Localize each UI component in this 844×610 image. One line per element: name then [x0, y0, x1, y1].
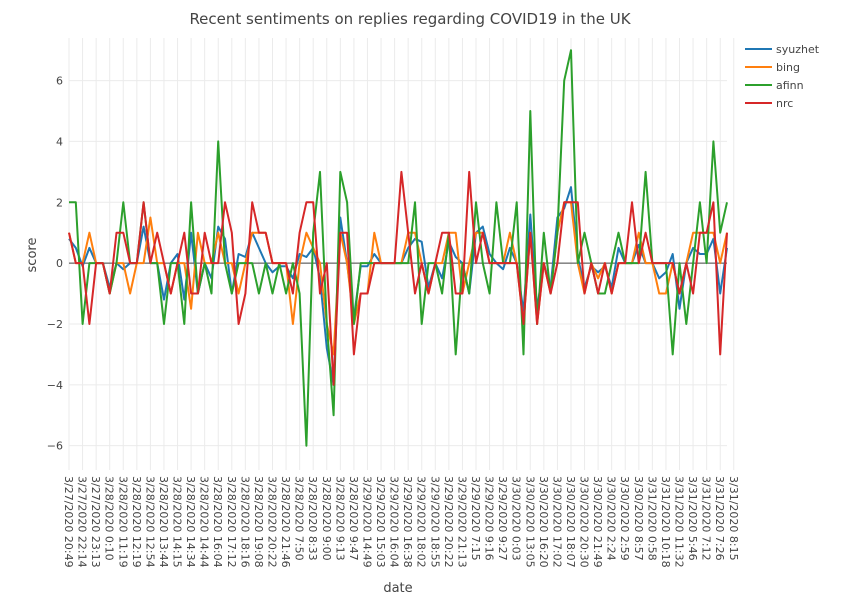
legend-label: afinn: [776, 79, 804, 92]
x-tick-label: 3/28/2020 9:13: [333, 476, 346, 561]
x-tick-label: 3/31/2020 7:12: [700, 476, 713, 561]
legend-item-nrc[interactable]: nrc: [745, 97, 793, 110]
y-tick-labels: −6 −4 −2 0 2 4 6: [47, 75, 63, 453]
legend[interactable]: syuzhet bing afinn nrc: [745, 43, 820, 110]
x-tick-label: 3/30/2020 17:02: [550, 476, 563, 568]
x-tick-label: 3/31/2020 5:46: [686, 476, 699, 561]
x-tick-label: 3/28/2020 18:16: [238, 476, 251, 568]
y-axis-title: score: [25, 238, 40, 273]
x-tick-label: 3/29/2020 7:15: [469, 476, 482, 561]
x-tick-label: 3/30/2020 2:59: [618, 476, 631, 561]
legend-item-bing[interactable]: bing: [745, 61, 800, 74]
y-tick-label: 2: [56, 196, 63, 209]
x-tick-label: 3/27/2020 20:49: [62, 476, 75, 568]
x-tick-label: 3/31/2020 0:58: [645, 476, 658, 561]
x-tick-label: 3/30/2020 21:49: [591, 476, 604, 568]
x-tick-label: 3/30/2020 16:20: [537, 476, 550, 568]
x-tick-label: 3/30/2020 0:03: [510, 476, 523, 561]
x-tick-label: 3/28/2020 14:15: [171, 476, 184, 568]
series-layer: [68, 49, 728, 447]
x-tick-label: 3/28/2020 7:50: [293, 476, 306, 561]
x-tick-label: 3/27/2020 23:13: [89, 476, 102, 568]
x-tick-label: 3/29/2020 18:55: [428, 476, 441, 568]
x-tick-label: 3/30/2020 8:57: [632, 476, 645, 561]
x-tick-label: 3/28/2020 8:33: [306, 476, 319, 561]
x-tick-label: 3/29/2020 20:22: [442, 476, 455, 568]
y-tick-label: −2: [47, 318, 63, 331]
x-tick-label: 3/29/2020 9:27: [496, 476, 509, 561]
legend-label: syuzhet: [776, 43, 820, 56]
x-tick-label: 3/28/2020 9:47: [347, 476, 360, 561]
x-tick-label: 3/30/2020 13:05: [523, 476, 536, 568]
x-tick-label: 3/28/2020 9:00: [320, 476, 333, 561]
x-tick-label: 3/28/2020 11:19: [116, 476, 129, 568]
x-tick-label: 3/28/2020 0:10: [103, 476, 116, 561]
y-tick-label: −4: [47, 379, 63, 392]
x-tick-label: 3/31/2020 11:32: [673, 476, 686, 568]
x-tick-label: 3/31/2020 10:18: [659, 476, 672, 568]
x-tick-label: 3/29/2020 16:04: [388, 476, 401, 568]
y-tick-label: 4: [56, 135, 63, 148]
y-tick-label: −6: [47, 440, 63, 453]
x-tick-label: 3/29/2020 14:49: [360, 476, 373, 568]
grid: [68, 38, 735, 470]
x-tick-label: 3/27/2020 22:14: [76, 476, 89, 568]
chart-title: Recent sentiments on replies regarding C…: [189, 10, 631, 28]
x-tick-label: 3/28/2020 21:46: [279, 476, 292, 568]
x-tick-labels: 3/27/2020 20:49 3/27/2020 22:14 3/27/2020 …: [62, 476, 740, 568]
legend-item-afinn[interactable]: afinn: [745, 79, 804, 92]
x-tick-label: 3/31/2020 8:15: [727, 476, 740, 561]
series-line-nrc[interactable]: [68, 170, 728, 386]
legend-label: bing: [776, 61, 800, 74]
series-line-afinn[interactable]: [69, 49, 728, 447]
x-tick-label: 3/28/2020 13:44: [157, 476, 170, 568]
y-tick-label: 0: [56, 257, 63, 270]
x-tick-label: 3/28/2020 20:22: [266, 476, 279, 568]
y-tick-label: 6: [56, 75, 63, 88]
x-tick-label: 3/28/2020 12:19: [130, 476, 143, 568]
x-tick-label: 3/28/2020 12:54: [143, 476, 156, 568]
x-tick-label: 3/28/2020 17:12: [225, 476, 238, 568]
x-tick-label: 3/29/2020 21:13: [455, 476, 468, 568]
x-tick-label: 3/28/2020 14:34: [184, 476, 197, 568]
x-tick-label: 3/30/2020 18:07: [564, 476, 577, 568]
x-tick-label: 3/29/2020 16:38: [401, 476, 414, 568]
x-tick-label: 3/28/2020 14:44: [198, 476, 211, 568]
x-tick-label: 3/31/2020 7:26: [713, 476, 726, 561]
x-tick-label: 3/29/2020 18:02: [415, 476, 428, 568]
x-tick-label: 3/29/2020 9:16: [483, 476, 496, 561]
x-tick-label: 3/28/2020 19:08: [252, 476, 265, 568]
x-tick-label: 3/30/2020 20:30: [578, 476, 591, 568]
legend-item-syuzhet[interactable]: syuzhet: [745, 43, 820, 56]
legend-label: nrc: [776, 97, 793, 110]
x-tick-label: 3/30/2020 2:24: [605, 476, 618, 561]
x-axis-title: date: [383, 581, 412, 596]
x-tick-label: 3/29/2020 15:03: [374, 476, 387, 568]
x-tick-label: 3/28/2020 16:04: [211, 476, 224, 568]
